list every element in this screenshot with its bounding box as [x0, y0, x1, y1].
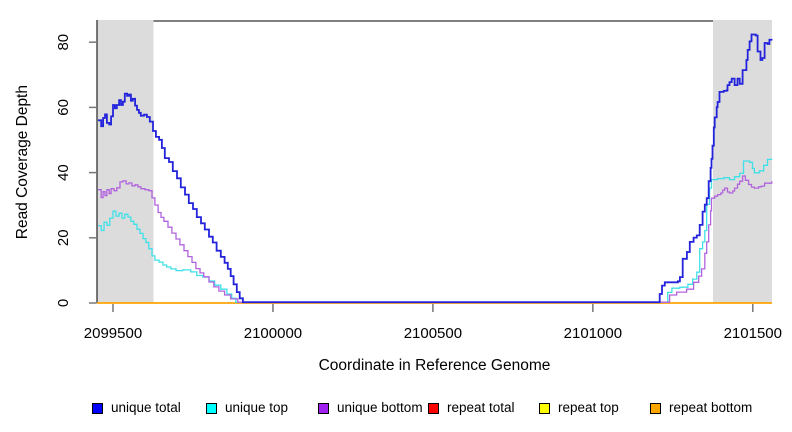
legend-item-repeat-top: repeat top	[539, 398, 619, 418]
legend-label-unique-top: unique top	[225, 400, 289, 415]
x-axis-title: Coordinate in Reference Genome	[318, 357, 551, 374]
legend-label-unique-total: unique total	[111, 400, 181, 415]
legend-label-repeat-top: repeat top	[558, 400, 619, 415]
repeat-region-band-left	[97, 20, 154, 303]
legend-item-unique-total: unique total	[92, 398, 181, 418]
repeat-region-band-right	[712, 20, 772, 303]
legend-item-unique-bottom: unique bottom	[318, 398, 423, 418]
legend-label-unique-bottom: unique bottom	[337, 400, 423, 415]
y-tick-label: 0	[55, 299, 72, 307]
legend-item-repeat-bottom: repeat bottom	[650, 398, 752, 418]
legend: unique total unique top unique bottom repea…	[0, 398, 792, 420]
series-line-unique-top	[98, 158, 773, 303]
legend-swatch-repeat-total	[428, 402, 439, 414]
legend-swatch-unique-bottom	[318, 402, 329, 414]
y-tick-label: 40	[55, 164, 72, 181]
x-tick-label: 2099500	[84, 325, 142, 342]
series-line-unique-bottom	[98, 175, 773, 303]
legend-item-repeat-total: repeat total	[428, 398, 515, 418]
legend-swatch-repeat-bottom	[650, 402, 661, 414]
x-tick-label: 2101000	[564, 325, 622, 342]
legend-label-repeat-bottom: repeat bottom	[669, 400, 753, 415]
y-tick-label: 80	[55, 34, 72, 51]
x-tick-label: 2100000	[244, 325, 302, 342]
legend-swatch-unique-total	[92, 402, 103, 414]
y-tick-label: 20	[55, 229, 72, 246]
x-tick-label: 2100500	[404, 325, 462, 342]
legend-swatch-unique-top	[206, 402, 217, 414]
legend-label-repeat-total: repeat total	[447, 400, 515, 415]
y-tick-label: 60	[55, 99, 72, 116]
x-tick-label: 2101500	[724, 325, 782, 342]
series-line-unique-total	[98, 33, 773, 304]
legend-swatch-repeat-top	[539, 402, 550, 414]
legend-item-unique-top: unique top	[206, 398, 288, 418]
